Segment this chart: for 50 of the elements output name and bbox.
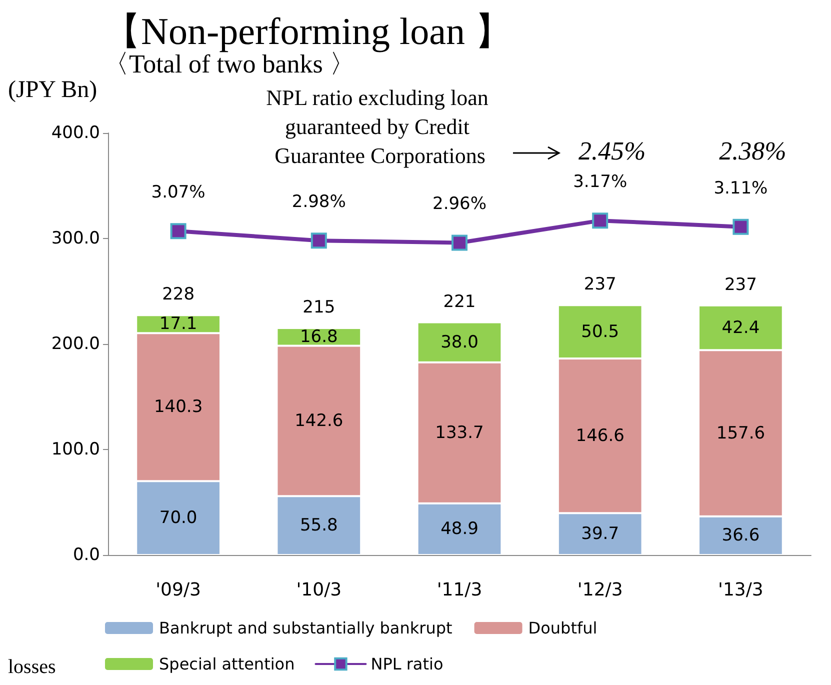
data-label: 38.0 (440, 332, 478, 352)
data-label: 146.6 (576, 426, 624, 446)
total-label: 237 (584, 274, 616, 295)
annotation: 2.45% (578, 136, 646, 166)
annotation: NPL ratio excluding loan guaranteed by Credit Guarantee Corporations (266, 85, 494, 168)
x-tick-label: '13/3 (718, 580, 764, 600)
text: losses (8, 656, 56, 678)
x-tick-label: '10/3 (296, 580, 342, 600)
y-tick-label: 100.0 (51, 440, 100, 460)
x-tick-label: '11/3 (436, 580, 482, 600)
data-label: 140.3 (154, 397, 203, 418)
x-tick-label: '12/3 (577, 580, 623, 600)
y-tick-label: 0.0 (72, 545, 100, 565)
data-label: 3.07% (151, 182, 206, 203)
data-label: 70.0 (159, 508, 198, 528)
legend-label: Doubtful (528, 618, 598, 638)
chart-title: 【Non-performing loan 】 (103, 11, 512, 53)
total-label: 237 (724, 274, 757, 295)
y-axis-title: (JPY Bn) (8, 77, 98, 103)
x-tick-label: '09/3 (156, 580, 201, 600)
point (452, 234, 468, 251)
data-label: 16.8 (300, 326, 338, 347)
data-label: 42.4 (722, 318, 760, 338)
legend-label: NPL ratio (370, 654, 444, 674)
data-label: 55.8 (300, 516, 338, 536)
data-label: 2.96% (432, 194, 487, 214)
data-label: 50.5 (581, 322, 620, 342)
data-label: 3.17% (573, 172, 628, 192)
point (170, 223, 186, 240)
annotation: 2.38% (719, 136, 786, 166)
point (310, 232, 327, 249)
data-label: 39.7 (581, 524, 620, 544)
data-label: 133.7 (435, 422, 484, 443)
total-label: 215 (302, 297, 336, 318)
point (592, 212, 608, 229)
legend-label: Special attention (159, 654, 295, 674)
data-label: 142.6 (294, 410, 344, 431)
total-label: 221 (443, 292, 476, 312)
y-tick-label: 400.0 (51, 123, 100, 143)
data-label: 3.11% (714, 178, 768, 198)
data-label: 17.1 (159, 314, 198, 334)
legend-label: Bankrupt and substantially bankrupt (159, 618, 452, 638)
data-label: 2.98% (292, 192, 346, 212)
y-tick-label: 200.0 (51, 334, 100, 354)
y-tick-label: 300.0 (51, 228, 100, 248)
data-label: 48.9 (440, 519, 478, 540)
total-label: 228 (162, 284, 195, 305)
data-label: 157.6 (716, 423, 766, 444)
point (732, 218, 749, 235)
data-label: 36.6 (722, 526, 760, 546)
